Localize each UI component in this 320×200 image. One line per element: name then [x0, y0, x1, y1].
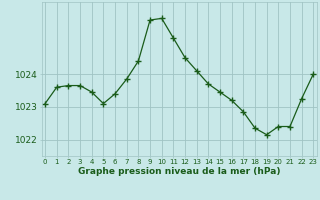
X-axis label: Graphe pression niveau de la mer (hPa): Graphe pression niveau de la mer (hPa) — [78, 167, 280, 176]
